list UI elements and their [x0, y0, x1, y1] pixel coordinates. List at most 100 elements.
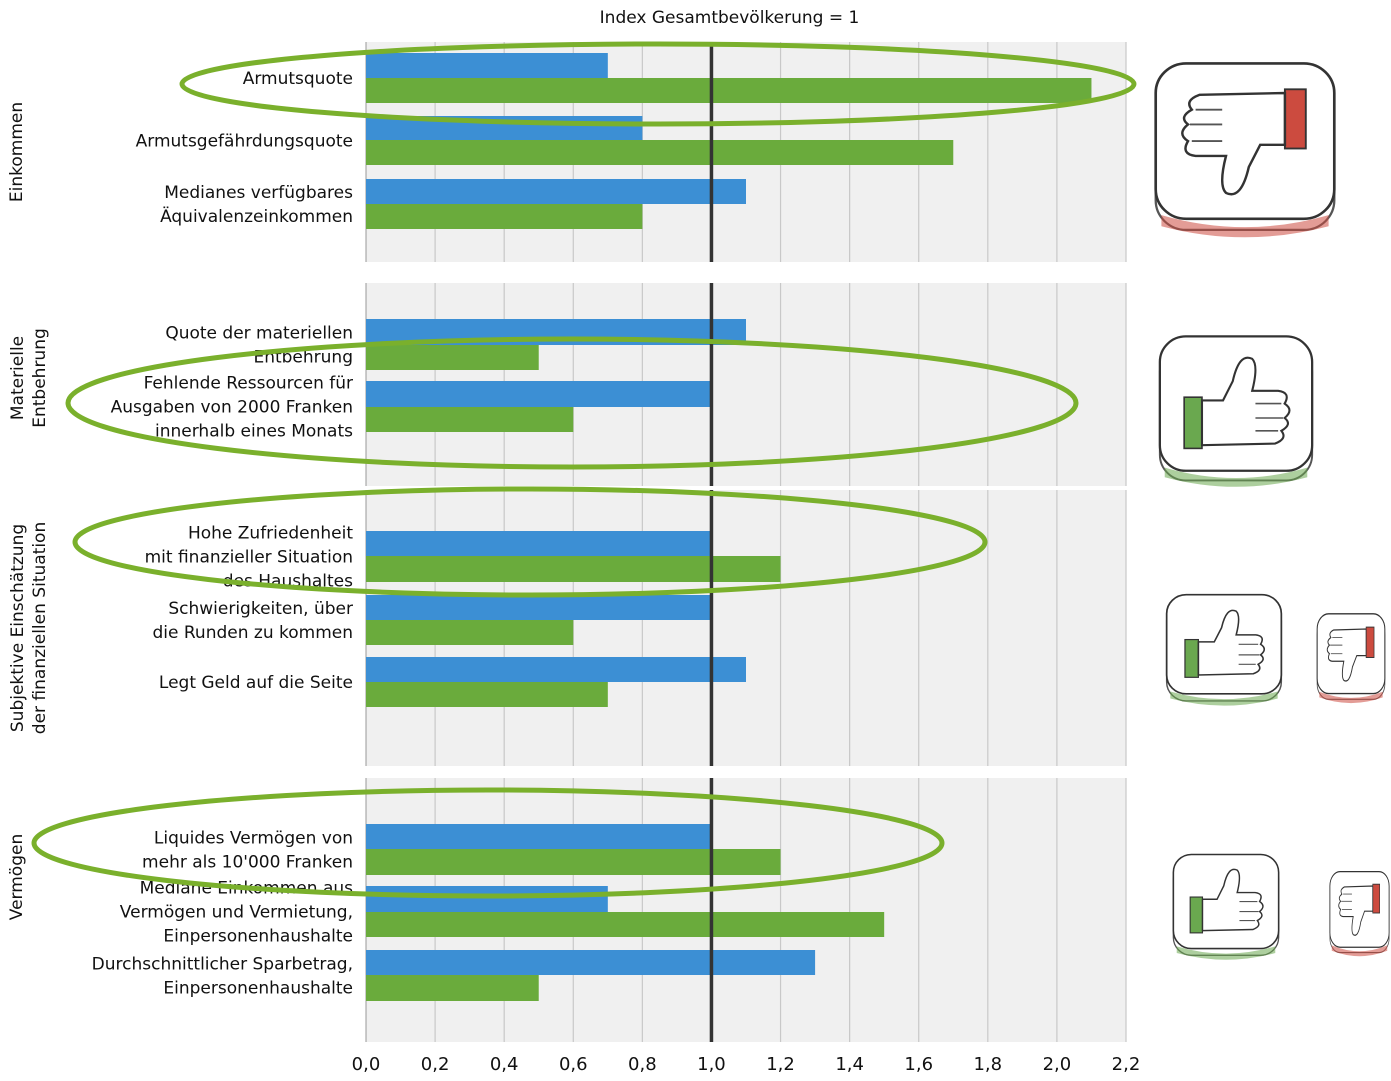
group-label-line: Subjektive Einschätzung [8, 524, 28, 732]
category-label-line: mit finanzieller Situation [145, 548, 353, 568]
x-tick-label: 0,2 [421, 1054, 450, 1075]
category-label-line: Fehlende Ressourcen für [144, 374, 353, 394]
icon-base-edge [1319, 691, 1383, 704]
category-label: Fehlende Ressourcen für Ausgaben von 2000… [111, 374, 354, 442]
x-tick-label: 1,6 [904, 1054, 933, 1075]
x-tick-label: 2,2 [1112, 1054, 1141, 1075]
finger-lines [1239, 900, 1259, 922]
bar-series-2 [366, 78, 1092, 103]
bar-series-2 [366, 912, 885, 937]
finger-lines [1238, 643, 1260, 665]
finger-lines [1189, 108, 1223, 143]
category-label-line: Legt Geld auf die Seite [159, 673, 353, 693]
bar-series-1 [366, 824, 712, 849]
x-tick-label: 1,4 [835, 1054, 864, 1075]
hand-shape [1326, 626, 1375, 682]
bar-series-2 [366, 204, 643, 229]
bar-series-1 [366, 886, 608, 912]
bar-series-1 [366, 381, 712, 407]
cuff [1184, 638, 1199, 678]
category-label-line: Schwierigkeiten, über [168, 599, 353, 619]
hand-outline [1326, 628, 1367, 682]
panel-4: Liquides Vermögen von mehr als 10'000 Fra… [7, 778, 1127, 1042]
thumbs-down-icon [1329, 870, 1390, 957]
category-label: Schwierigkeiten, über die Runden zu komme… [153, 599, 354, 643]
category-label: Legt Geld auf die Seite [159, 673, 353, 693]
x-tick-label: 1,2 [766, 1054, 795, 1075]
thumbs-up-icon [1165, 593, 1283, 706]
icon-base-edge [1164, 467, 1308, 487]
group-label-line: Entbehrung [30, 328, 50, 428]
panel-3: Hohe Zufriedenheit mit finanzieller Situa… [8, 486, 1127, 766]
finger-lines [1255, 402, 1283, 432]
x-tick-label: 1,0 [697, 1054, 726, 1075]
cuff [1189, 896, 1204, 934]
hand-shape [1184, 609, 1266, 678]
hand-shape [1183, 356, 1291, 450]
bar-series-1 [366, 657, 746, 682]
category-label-line: Durchschnittlicher Sparbetrag, [92, 955, 353, 975]
x-tick-label: 0,6 [559, 1054, 588, 1075]
category-label-line: Hohe Zufriedenheit [188, 524, 353, 544]
bar-series-1 [366, 950, 816, 975]
group-label-line: Vermögen [7, 834, 27, 920]
bar-series-2 [366, 620, 574, 645]
x-tick-label: 0,4 [490, 1054, 519, 1075]
group-label: Subjektive Einschätzung der finanziellen … [8, 522, 50, 734]
category-label-line: die Runden zu kommen [153, 623, 354, 643]
cuff [1183, 396, 1203, 450]
category-label-line: innerhalb eines Monats [155, 422, 353, 442]
hand-shape [1338, 883, 1380, 936]
finger-lines [1341, 893, 1352, 910]
category-label-line: Armutsquote [243, 69, 353, 89]
category-label-line: Vermögen und Vermietung, [120, 903, 353, 923]
highlight-ellipse [65, 336, 1079, 470]
category-label-line: Armutsgefährdungsquote [136, 132, 353, 152]
highlight-ellipse [72, 486, 988, 598]
bar-series-2 [366, 975, 539, 1001]
hand-outline [1338, 885, 1374, 936]
category-label: Armutsgefährdungsquote [136, 132, 353, 152]
panel-1: Armutsquote Armutsgefährdungsquote Mediane… [7, 41, 1137, 262]
cuff [1372, 883, 1380, 914]
category-label-line: mehr als 10'000 Franken [142, 853, 353, 873]
chart-title-text: Index Gesamtbevölkerung = 1 [599, 8, 860, 28]
category-label: Liquides Vermögen von mehr als 10'000 Fra… [142, 829, 353, 873]
category-label: Armutsquote [243, 69, 353, 89]
category-label: Durchschnittlicher Sparbetrag, Einpersone… [92, 955, 353, 999]
icon-base-edge [1331, 945, 1388, 957]
bar-series-1 [366, 595, 712, 620]
bar-series-1 [366, 53, 608, 78]
category-label-line: Liquides Vermögen von [154, 829, 353, 849]
panel-2: Quote der materiellen Entbehrung Fehlende … [8, 283, 1127, 486]
group-label-line: der finanziellen Situation [30, 522, 50, 734]
icon-base-edge [1170, 691, 1278, 706]
category-label-line: Äquivalenzeinkommen [160, 206, 353, 227]
cuff [1283, 88, 1307, 150]
highlight-ellipse [31, 787, 945, 899]
icon-base-edge [1161, 215, 1329, 238]
hand-outline [1181, 91, 1287, 196]
group-label: Einkommen [7, 102, 27, 202]
bar-series-2 [366, 682, 608, 707]
group-label-line: Einkommen [7, 102, 27, 202]
highlight-ellipse [179, 41, 1137, 127]
hand-shape [1189, 868, 1264, 934]
x-tick-label: 0,8 [628, 1054, 657, 1075]
hand-outline [1200, 356, 1291, 447]
bar-series-1 [366, 179, 746, 204]
chart-title: Index Gesamtbevölkerung = 1 [0, 8, 1391, 28]
bar-series-2 [366, 849, 781, 875]
bar-series-2 [366, 556, 781, 582]
cuff [1365, 626, 1375, 658]
thumbs-down-icon [1154, 62, 1336, 238]
hand-outline [1197, 609, 1266, 676]
thumbs-up-icon [1158, 335, 1314, 487]
x-tick-label: 1,8 [973, 1054, 1002, 1075]
x-tick-label: 2,0 [1043, 1054, 1072, 1075]
group-label: Materielle Entbehrung [8, 328, 50, 428]
category-label-line: Ausgaben von 2000 Franken [111, 398, 353, 418]
category-label-line: Einpersonenhaushalte [163, 979, 353, 999]
x-tick-label: 0,0 [352, 1054, 381, 1075]
